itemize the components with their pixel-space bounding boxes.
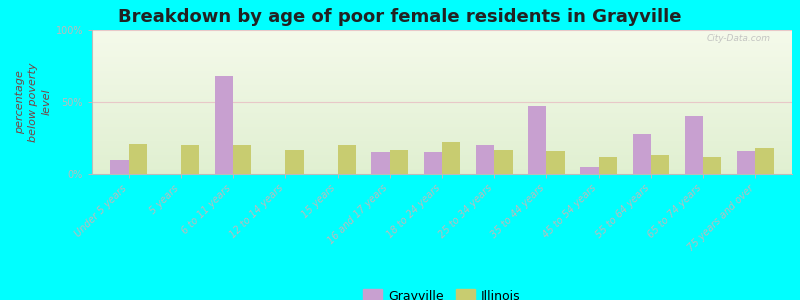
Bar [703, 157, 722, 174]
Text: City-Data.com: City-Data.com [707, 34, 771, 43]
Bar [371, 152, 390, 174]
Bar [214, 76, 233, 174]
Y-axis label: percentage
below poverty
level: percentage below poverty level [15, 62, 51, 142]
Bar [390, 149, 408, 174]
Bar [528, 106, 546, 174]
Bar [633, 134, 651, 174]
Bar [494, 149, 513, 174]
Bar [129, 144, 147, 174]
Bar [442, 142, 460, 174]
Bar [476, 145, 494, 174]
Bar [338, 145, 356, 174]
Bar [685, 116, 703, 174]
Bar [181, 145, 199, 174]
Bar [755, 148, 774, 174]
Bar [546, 151, 565, 174]
Bar [598, 157, 617, 174]
Bar [651, 155, 670, 174]
Text: Breakdown by age of poor female residents in Grayville: Breakdown by age of poor female resident… [118, 8, 682, 26]
Legend: Grayville, Illinois: Grayville, Illinois [358, 284, 526, 300]
Bar [110, 160, 129, 174]
Bar [581, 167, 598, 174]
Bar [737, 151, 755, 174]
Bar [424, 152, 442, 174]
Bar [233, 145, 251, 174]
Bar [286, 149, 303, 174]
